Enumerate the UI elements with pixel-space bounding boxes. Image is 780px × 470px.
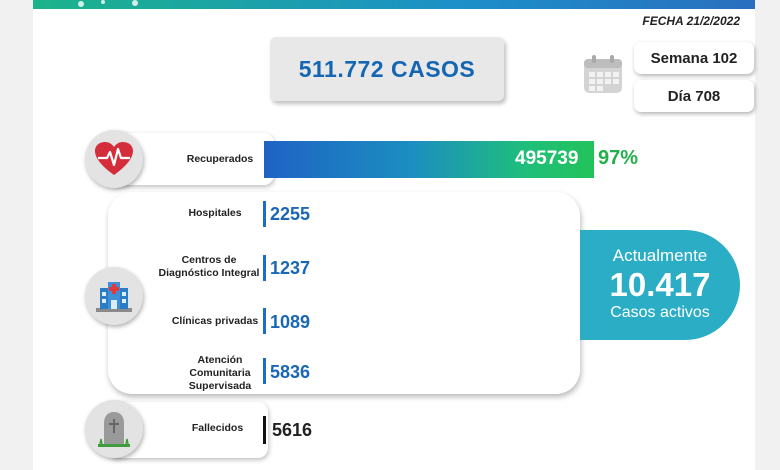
day-pill: Día 708 xyxy=(634,80,754,112)
deceased-value: 5616 xyxy=(272,420,313,440)
deceased-tick xyxy=(263,416,266,444)
deceased-label: Fallecidos xyxy=(191,422,244,434)
location-tick-hospitales xyxy=(263,201,266,227)
recovered-icon-circle xyxy=(85,130,143,188)
report-date: FECHA 21/2/2022 xyxy=(642,14,740,28)
location-label-hospitales: Hospitales xyxy=(188,207,242,219)
recovered-label: Recuperados xyxy=(186,153,254,165)
location-label-atencion: Atención Comunitaria Supervisada xyxy=(188,354,252,392)
active-cases-line3: Casos activos xyxy=(610,304,710,321)
location-label-cdi: Centros de Diagnóstico Integral xyxy=(158,254,260,279)
location-value-clinicas: 1089 xyxy=(270,312,311,332)
virus-decoration-icon xyxy=(78,0,138,7)
week-pill: Semana 102 xyxy=(634,42,754,74)
hospital-icon-circle xyxy=(85,267,143,325)
active-cases-badge: Actualmente 10.417 Casos activos xyxy=(580,230,740,340)
location-label-clinicas: Clínicas privadas xyxy=(171,315,259,327)
active-cases-line1: Actualmente xyxy=(612,246,708,265)
recovered-percent: 97% xyxy=(598,147,639,169)
calendar-icon xyxy=(584,55,622,93)
tombstone-icon xyxy=(98,412,130,447)
location-tick-clinicas xyxy=(263,308,266,334)
location-tick-cdi xyxy=(263,255,266,281)
top-banner xyxy=(33,0,755,9)
locations-box xyxy=(108,192,580,394)
location-value-atencion: 5836 xyxy=(270,362,311,382)
hospital-icon xyxy=(96,282,132,312)
recovered-value: 495739 xyxy=(515,148,579,169)
recovered-bar xyxy=(264,141,594,178)
active-cases-value: 10.417 xyxy=(609,266,711,303)
heart-pulse-icon xyxy=(95,142,133,175)
total-cases-box: 511.772 CASOS xyxy=(270,37,504,101)
location-value-hospitales: 2255 xyxy=(270,204,311,224)
deceased-icon-circle xyxy=(85,400,143,458)
location-tick-atencion xyxy=(263,358,266,384)
total-cases-label: 511.772 CASOS xyxy=(298,55,476,82)
location-value-cdi: 1237 xyxy=(270,258,311,278)
